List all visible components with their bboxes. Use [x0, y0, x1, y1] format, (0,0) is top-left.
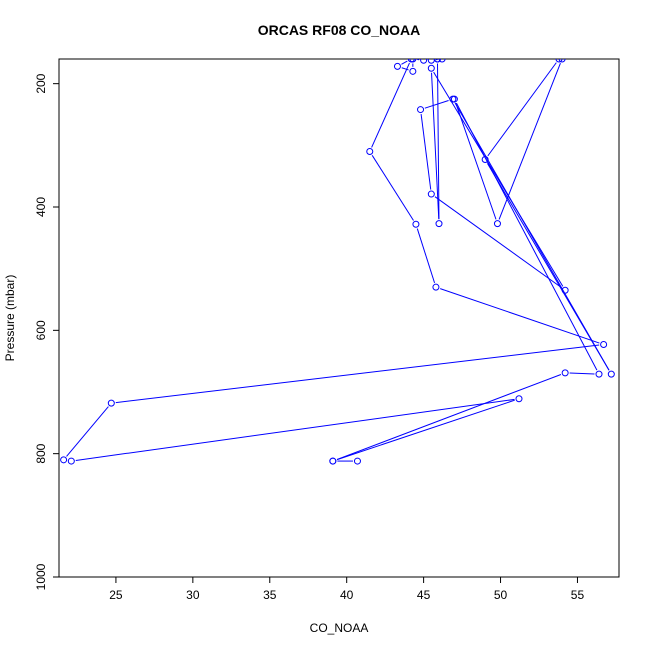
series-segment — [401, 67, 409, 71]
data-point — [433, 59, 441, 63]
data-point — [366, 148, 374, 155]
data-point — [450, 95, 458, 103]
y-axis-label: Pressure (mbar) — [3, 275, 17, 362]
data-point — [432, 283, 440, 291]
data-point — [67, 457, 75, 465]
data-point — [435, 220, 443, 228]
x-tick-label: 40 — [340, 588, 354, 602]
series-segment — [440, 288, 600, 344]
y-tick-label: 400 — [34, 197, 48, 217]
series-segment — [75, 398, 515, 461]
plot-frame — [58, 58, 620, 578]
series-segment — [569, 372, 595, 375]
data-point — [393, 62, 401, 70]
series-segment — [424, 99, 449, 109]
series-segment — [416, 228, 436, 284]
data-point — [595, 370, 603, 378]
x-tick-label: 25 — [109, 588, 123, 602]
data-point — [481, 156, 489, 164]
data-point — [600, 341, 608, 349]
x-tick-label: 50 — [494, 588, 508, 602]
series-segment — [336, 374, 562, 460]
data-point — [60, 456, 68, 464]
series-segment — [371, 62, 410, 148]
data-point — [409, 59, 417, 63]
series-segment — [498, 63, 561, 220]
series-segment — [66, 406, 109, 457]
series-segment — [487, 62, 557, 157]
series-segment — [420, 113, 432, 190]
data-point — [515, 395, 523, 403]
series-segment — [455, 103, 497, 220]
data-point — [353, 457, 361, 465]
data-point — [561, 369, 569, 377]
series-segment — [371, 155, 414, 221]
series-segment — [401, 60, 408, 65]
data-point — [417, 106, 425, 114]
x-axis-label: CO_NOAA — [310, 621, 369, 635]
data-point — [427, 64, 435, 72]
data-point — [107, 399, 115, 407]
series-segment — [433, 71, 564, 287]
series-layer — [60, 59, 615, 465]
y-tick-label: 200 — [34, 73, 48, 93]
x-tick-label: 55 — [571, 588, 585, 602]
data-point — [438, 59, 446, 63]
series-segment — [431, 72, 440, 220]
y-tick-label: 1000 — [34, 563, 48, 590]
data-point — [409, 67, 417, 75]
x-tick-label: 45 — [417, 588, 431, 602]
y-tick-label: 600 — [34, 320, 48, 340]
data-point — [412, 220, 420, 228]
y-tick-label: 800 — [34, 443, 48, 463]
data-point — [427, 59, 435, 64]
data-point — [493, 220, 501, 228]
data-point — [555, 59, 563, 63]
chart-title: ORCAS RF08 CO_NOAA — [258, 22, 421, 38]
data-point — [558, 59, 566, 63]
data-point — [561, 286, 569, 294]
data-point — [329, 457, 337, 465]
series-segment — [437, 63, 440, 220]
series-segment — [487, 163, 610, 371]
x-tick-label: 35 — [263, 588, 277, 602]
y-axis: 200 400 600 800 1000 — [34, 73, 59, 590]
series-segment — [336, 399, 515, 461]
data-point — [607, 370, 615, 378]
x-axis: 25 30 35 40 45 50 55 — [109, 577, 584, 602]
data-point — [427, 190, 435, 198]
series-segment — [456, 102, 598, 371]
series-segment — [115, 344, 600, 404]
data-point — [420, 59, 428, 64]
x-tick-label: 30 — [186, 588, 200, 602]
series-segment — [434, 196, 562, 289]
